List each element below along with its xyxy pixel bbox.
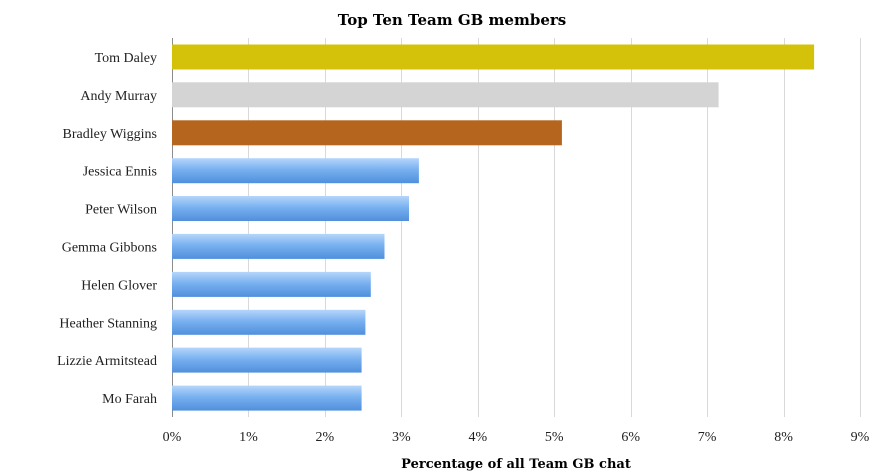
category-label: Heather Stanning (59, 316, 157, 331)
bar (172, 347, 362, 373)
bar (172, 82, 719, 108)
bars (172, 44, 815, 411)
x-tick-label: 2% (316, 430, 335, 445)
bar (172, 158, 419, 184)
bar (172, 271, 371, 297)
x-tick-label: 5% (545, 430, 564, 445)
x-tick-label: 0% (163, 430, 182, 445)
x-tick-labels: 0% 1% 2% 3% 4% 5% 6% 7% 8% 9% (163, 430, 870, 445)
category-label: Jessica Ennis (83, 165, 157, 180)
x-tick-label: 8% (774, 430, 793, 445)
x-tick-label: 4% (468, 430, 487, 445)
category-label: Helen Glover (81, 278, 157, 293)
bar (172, 196, 409, 221)
category-label: Peter Wilson (85, 203, 157, 218)
x-axis-label: Percentage of all Team GB chat (401, 457, 631, 472)
category-label: Mo Farah (102, 392, 157, 407)
bar (172, 120, 562, 146)
x-tick-label: 3% (392, 430, 411, 445)
category-labels: Tom Daley Andy Murray Bradley Wiggins Jessi… (57, 51, 157, 407)
category-label: Gemma Gibbons (62, 240, 157, 255)
category-label: Andy Murray (80, 89, 157, 104)
bar (172, 385, 362, 411)
x-tick-label: 1% (239, 430, 258, 445)
category-label: Tom Daley (95, 51, 157, 66)
category-label: Lizzie Armitstead (57, 354, 157, 369)
bar (172, 309, 366, 335)
x-tick-label: 9% (851, 430, 870, 445)
chart-title: Top Ten Team GB members (338, 11, 566, 29)
x-tick-label: 6% (621, 430, 640, 445)
category-label: Bradley Wiggins (63, 127, 157, 142)
x-tick-label: 7% (698, 430, 717, 445)
bar (172, 44, 815, 70)
bar (172, 233, 385, 259)
